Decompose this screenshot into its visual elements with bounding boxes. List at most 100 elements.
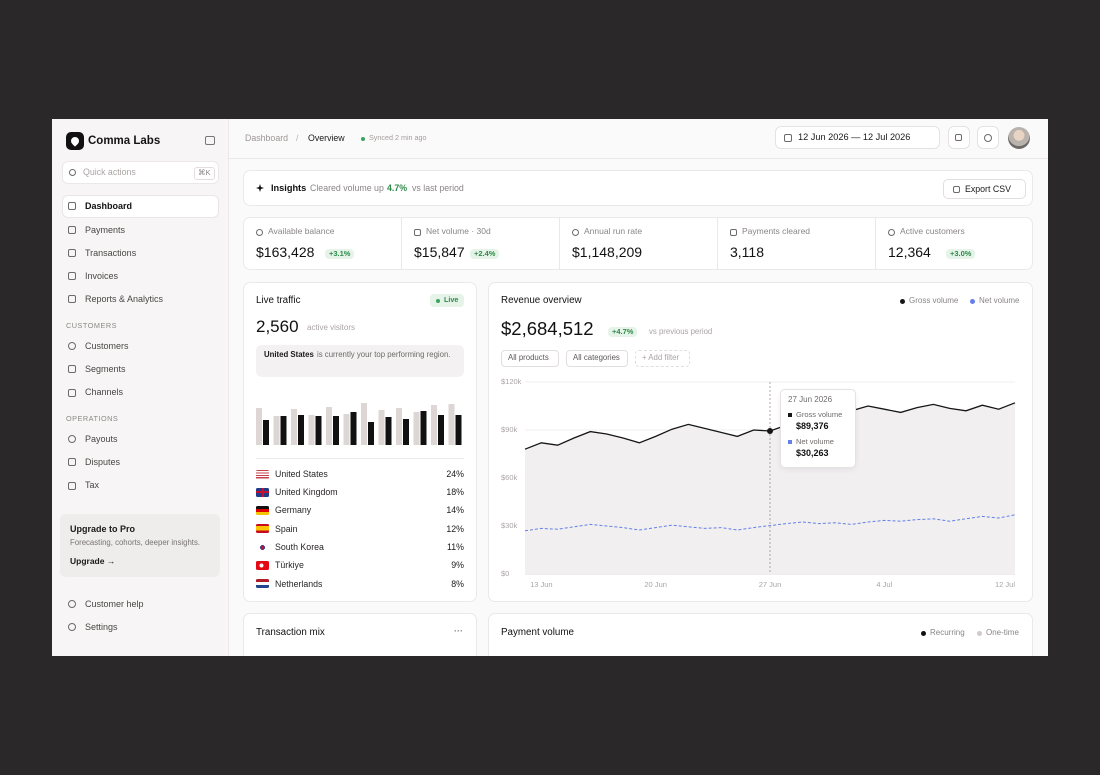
bar bbox=[378, 410, 385, 445]
country-share: 9% bbox=[451, 560, 464, 571]
live-badge-label: Live bbox=[444, 295, 459, 305]
bar bbox=[263, 420, 269, 445]
bar bbox=[273, 416, 280, 445]
upgrade-action[interactable]: Upgrade → bbox=[70, 556, 116, 567]
filter-chip[interactable] bbox=[566, 350, 628, 367]
flag bbox=[256, 542, 269, 552]
export-button[interactable] bbox=[943, 179, 1026, 199]
filter-chip[interactable] bbox=[635, 350, 690, 367]
tooltip-swatch bbox=[788, 413, 792, 417]
kpi-value: $15,847 bbox=[414, 243, 465, 260]
search-placeholder: Quick actions bbox=[83, 167, 136, 178]
legend-label: Recurring bbox=[930, 628, 965, 638]
footer-item[interactable]: Customer help bbox=[85, 598, 144, 609]
country-name: Türkiye bbox=[275, 560, 304, 571]
change-badge: +2.4% bbox=[470, 248, 500, 260]
nav-item[interactable]: Dashboard bbox=[85, 200, 133, 211]
country-share: 14% bbox=[446, 505, 464, 516]
legend-dot bbox=[970, 298, 975, 304]
change-badge: +3.1% bbox=[325, 248, 355, 260]
nav-item[interactable]: Transactions bbox=[85, 247, 137, 258]
kpi-value: $163,428 bbox=[256, 243, 315, 260]
legend-dot bbox=[977, 630, 982, 636]
bar bbox=[448, 404, 455, 445]
nav-item[interactable]: Disputes bbox=[85, 457, 121, 467]
y-tick-label: $60k bbox=[501, 473, 518, 482]
insights-suffix: vs last period bbox=[412, 182, 464, 193]
tooltip-name: Net volume bbox=[796, 437, 834, 446]
live-visitors: 2,560 bbox=[256, 316, 299, 336]
search-box[interactable] bbox=[62, 161, 219, 184]
flag bbox=[256, 469, 269, 479]
note-strong: United States bbox=[264, 350, 314, 360]
avatar[interactable] bbox=[1008, 127, 1030, 149]
icon bbox=[256, 228, 263, 236]
hover-point bbox=[767, 427, 773, 434]
bar bbox=[333, 416, 339, 445]
nav-item[interactable]: Customers bbox=[85, 340, 129, 351]
kpi-label: Net volume · 30d bbox=[426, 226, 491, 237]
bar bbox=[455, 415, 462, 445]
icon bbox=[888, 228, 895, 236]
icon bbox=[68, 458, 76, 467]
country-name: United States bbox=[275, 468, 328, 479]
nav-item[interactable]: Segments bbox=[85, 364, 126, 374]
kpi-divider bbox=[559, 217, 560, 270]
y-tick-label: $90k bbox=[501, 425, 518, 434]
y-tick-label: $120k bbox=[501, 377, 522, 386]
tooltip: 27 Jun 2026 Gross volume $89,376 Net volume… bbox=[780, 389, 856, 468]
x-tick-label: 13 Jun bbox=[530, 580, 553, 589]
nav-item[interactable]: Payouts bbox=[85, 433, 118, 444]
bar bbox=[413, 412, 420, 445]
footer-item[interactable]: Settings bbox=[85, 621, 118, 632]
nav-item[interactable]: Invoices bbox=[85, 270, 119, 281]
live-caption: active visitors bbox=[307, 323, 356, 333]
country-name: Spain bbox=[275, 523, 298, 534]
kpi-divider bbox=[401, 217, 402, 270]
icon bbox=[68, 202, 76, 210]
x-tick-label: 12 Jul bbox=[995, 580, 1015, 589]
traffic-divider bbox=[256, 458, 464, 459]
tooltip-value: $30,263 bbox=[796, 448, 829, 458]
collapse-button[interactable] bbox=[205, 136, 215, 145]
charts: $0 $30k $60k $90k $120k 13 Jun 20 Jun 27 Jun 4 J… bbox=[256, 377, 1015, 589]
notifications[interactable] bbox=[948, 126, 970, 149]
bar bbox=[431, 405, 437, 445]
legend-label: Net volume bbox=[979, 296, 1020, 306]
app-window: Comma Labs Quick actions ⌘K Dashboard Paymen… bbox=[52, 119, 1048, 656]
kpi-card bbox=[243, 217, 1033, 270]
country-name: South Korea bbox=[275, 542, 324, 553]
nav-item[interactable]: Reports & Analytics bbox=[85, 293, 164, 304]
bar bbox=[438, 415, 444, 445]
breadcrumb-separator: / bbox=[296, 132, 299, 143]
insights-highlight: 4.7% bbox=[387, 182, 408, 193]
topbar-divider bbox=[229, 158, 1048, 159]
filter-chip[interactable] bbox=[501, 350, 559, 367]
sparkle-icon bbox=[256, 184, 264, 192]
card-menu[interactable]: ··· bbox=[454, 625, 463, 636]
breadcrumb: Dashboard bbox=[245, 132, 289, 143]
icon bbox=[730, 228, 737, 236]
bar bbox=[291, 409, 297, 445]
bar bbox=[298, 415, 304, 445]
export-label: Export CSV bbox=[965, 183, 1011, 194]
date-picker[interactable] bbox=[775, 126, 940, 149]
card-title: Payment volume bbox=[501, 627, 574, 639]
bar bbox=[315, 416, 322, 445]
nav-active bbox=[62, 195, 219, 218]
x-tick-label: 27 Jun bbox=[759, 580, 782, 589]
nav-item[interactable]: Tax bbox=[85, 480, 100, 491]
icon bbox=[68, 342, 76, 350]
nav-item[interactable]: Channels bbox=[85, 387, 124, 398]
icon bbox=[68, 226, 76, 234]
sync-status: Synced 2 min ago bbox=[369, 133, 427, 143]
y-tick-label: $0 bbox=[501, 569, 509, 578]
insights-title: Insights bbox=[271, 182, 307, 193]
nav-item[interactable]: Payments bbox=[85, 224, 126, 235]
icon bbox=[68, 295, 76, 303]
brand-name: Comma Labs bbox=[88, 134, 161, 147]
tooltip-value: $89,376 bbox=[796, 421, 829, 431]
flag bbox=[256, 579, 269, 589]
section-title: OPERATIONS bbox=[66, 413, 119, 423]
icon bbox=[68, 435, 76, 443]
